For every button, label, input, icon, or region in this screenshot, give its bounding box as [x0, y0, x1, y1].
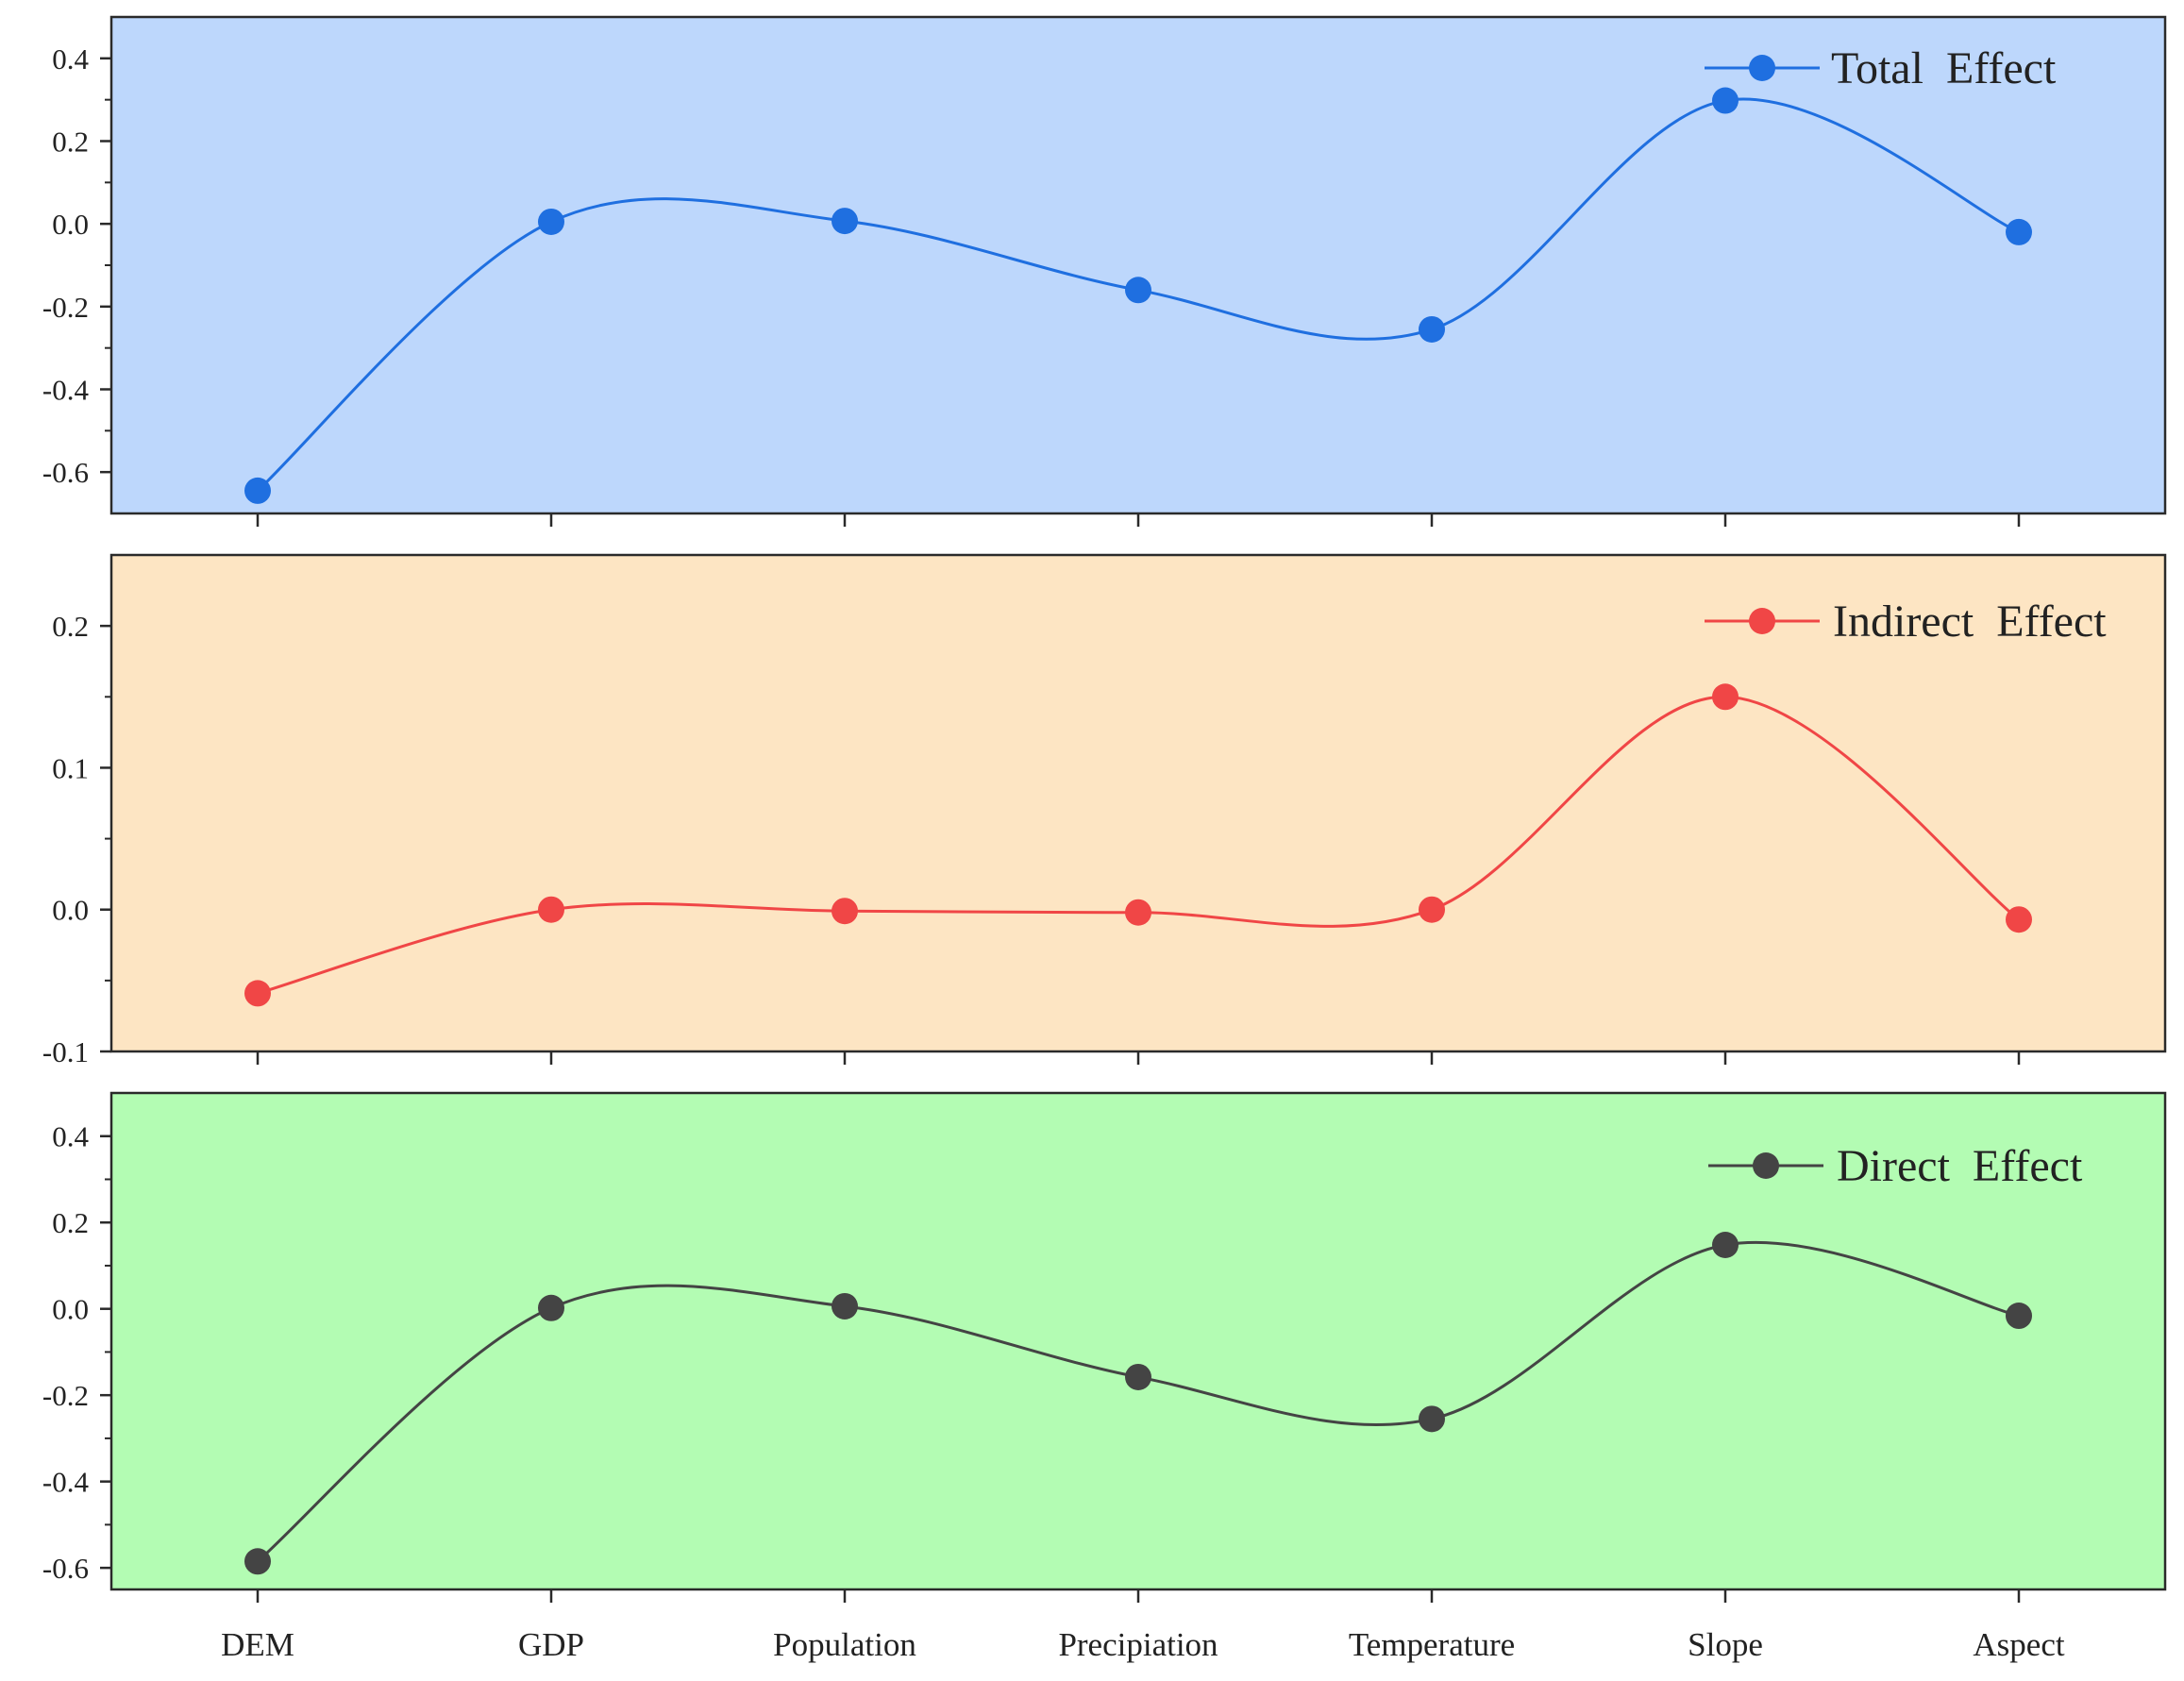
x-category-label: Aspect — [1973, 1626, 2064, 1663]
legend-marker — [1749, 608, 1775, 634]
data-point-dem — [244, 477, 271, 504]
data-point-slope — [1712, 87, 1739, 114]
x-category-label: GDP — [518, 1626, 584, 1663]
plot-area — [109, 1091, 2167, 1591]
data-point-temperature — [1419, 315, 1445, 343]
data-point-slope — [1712, 1232, 1739, 1259]
legend-marker — [1753, 1152, 1779, 1179]
y-tick-label: 0.2 — [52, 126, 89, 159]
data-point-temperature — [1419, 896, 1445, 923]
y-tick-label: 0.2 — [52, 1206, 89, 1239]
legend-label: Indirect Effect — [1833, 597, 2107, 647]
plot-area — [109, 553, 2167, 1053]
data-point-slope — [1712, 683, 1739, 711]
legend-label: Total Effect — [1831, 43, 2057, 93]
x-category-label: Precipiation — [1058, 1626, 1218, 1663]
x-category-label: DEM — [221, 1626, 294, 1663]
y-tick-label: -0.4 — [42, 1466, 90, 1499]
y-tick-label: -0.6 — [42, 456, 89, 489]
panel-3: 0.4 0.2 0.0 -0.2 -0.4 -0.6 Direct Effect — [42, 1091, 2167, 1603]
y-tick-label: 0.4 — [52, 1120, 89, 1153]
data-point-precipiation — [1125, 277, 1151, 304]
data-point-aspect — [2006, 218, 2032, 245]
data-point-gdp — [538, 208, 564, 235]
y-tick-label: -0.6 — [42, 1552, 89, 1585]
y-tick-label: 0.4 — [52, 42, 89, 76]
plot-area — [109, 15, 2167, 515]
data-point-population — [832, 898, 858, 925]
x-category-label: Population — [773, 1626, 916, 1663]
data-point-aspect — [2006, 1303, 2032, 1330]
y-tick-label: 0.1 — [52, 751, 89, 784]
data-point-temperature — [1419, 1405, 1445, 1433]
y-tick-label: -0.1 — [42, 1035, 89, 1068]
y-tick-label: 0.2 — [52, 610, 89, 643]
x-category-label: Temperature — [1349, 1626, 1515, 1663]
data-point-dem — [244, 1548, 271, 1575]
panel-2: 0.2 0.1 0.0 -0.1 Indirect Effect — [42, 553, 2167, 1068]
y-tick-label: 0.0 — [52, 894, 89, 927]
data-point-population — [832, 208, 858, 235]
data-point-population — [832, 1292, 858, 1320]
y-tick-label: 0.0 — [52, 1293, 89, 1326]
data-point-aspect — [2006, 906, 2032, 933]
panel-1: 0.4 0.2 0.0 -0.2 -0.4 -0.6 Total Effect — [42, 15, 2167, 527]
data-point-precipiation — [1125, 899, 1151, 926]
y-tick-label: -0.2 — [42, 291, 89, 324]
y-tick-label: -0.4 — [42, 374, 90, 407]
legend-label: Direct Effect — [1837, 1141, 2083, 1191]
data-point-precipiation — [1125, 1363, 1151, 1390]
y-tick-label: 0.0 — [52, 208, 89, 241]
x-category-label: Slope — [1688, 1626, 1763, 1663]
legend-marker — [1749, 55, 1775, 81]
data-point-gdp — [538, 1294, 564, 1321]
data-point-dem — [244, 980, 271, 1007]
data-point-gdp — [538, 896, 564, 923]
y-tick-label: -0.2 — [42, 1379, 89, 1412]
